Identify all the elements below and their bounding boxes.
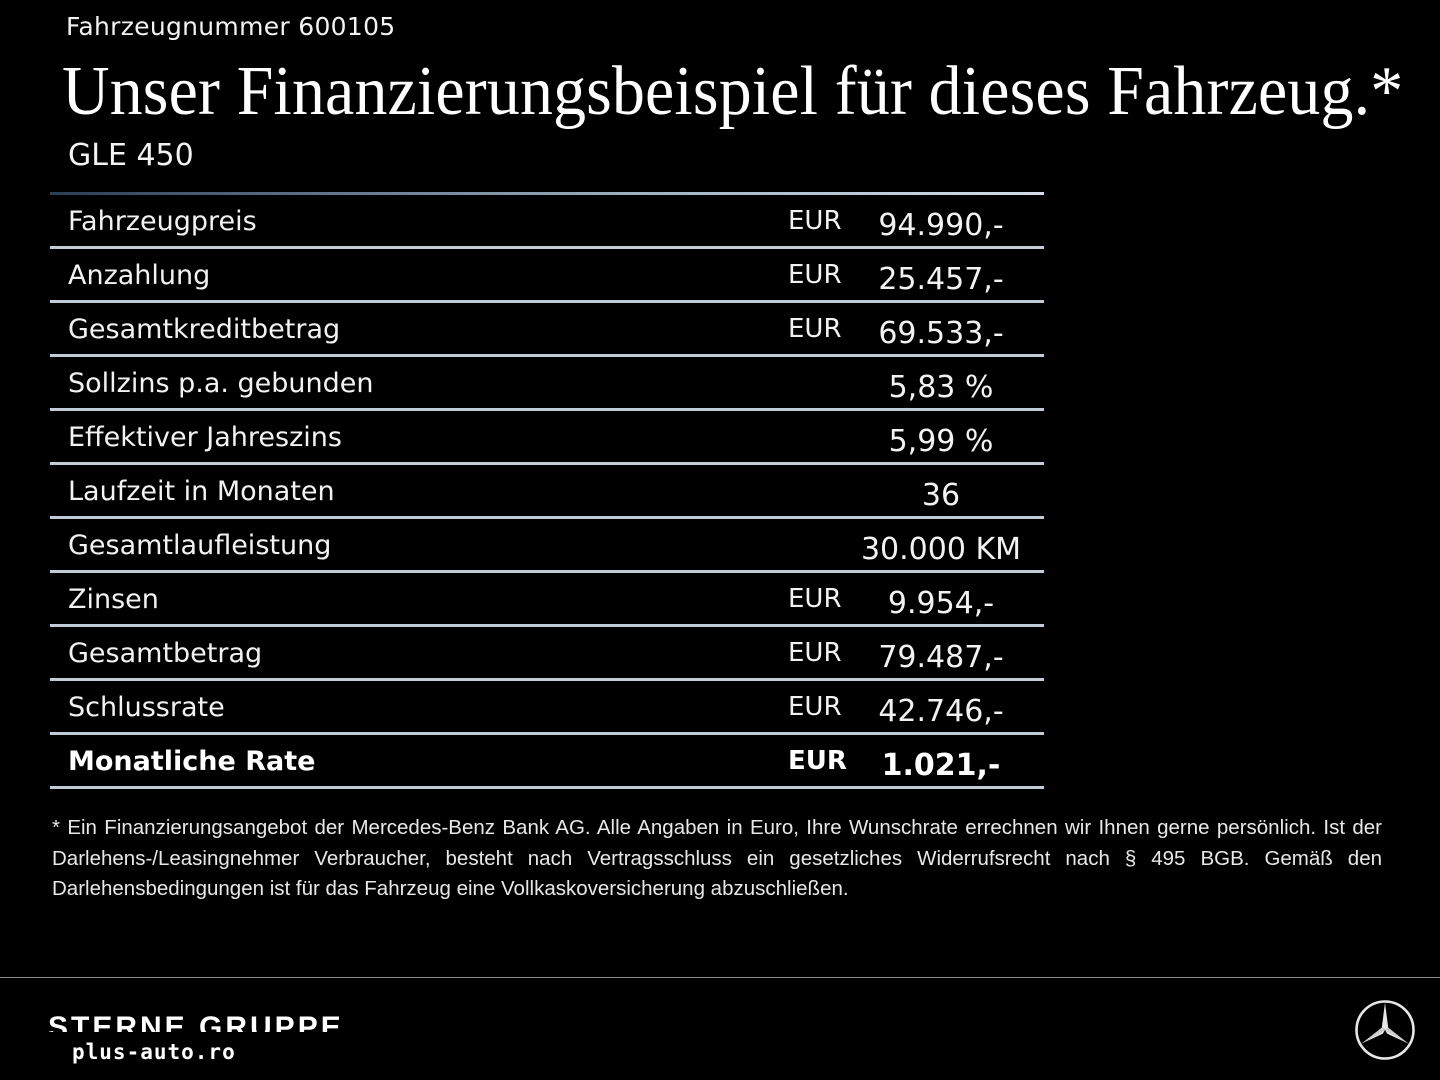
vehicle-number: Fahrzeugnummer 600105 — [66, 12, 396, 41]
row-value: 5,99 % — [888, 424, 994, 459]
row-label: Effektiver Jahreszins — [68, 422, 342, 453]
row-value: 9.954,- — [887, 586, 995, 621]
row-label: Fahrzeugpreis — [68, 206, 257, 237]
row-value: 1.021,- — [881, 748, 1001, 783]
row-currency: EUR — [788, 638, 842, 668]
row-value: 5,83 % — [888, 370, 994, 405]
row-label: Gesamtkreditbetrag — [68, 314, 341, 345]
row-label: Monatliche Rate — [68, 746, 316, 777]
row-label: Gesamtbetrag — [68, 638, 263, 669]
table-row: Schlussrate EUR 42.746,- — [50, 681, 1044, 735]
watermark-url: plus-auto.ro — [72, 1040, 236, 1064]
mercedes-star-icon — [1355, 1000, 1415, 1060]
table-row: Gesamtlaufleistung 30.000 KM — [50, 519, 1044, 573]
financing-table: Fahrzeugpreis EUR 94.990,- Anzahlung EUR… — [50, 192, 1044, 789]
row-currency: EUR — [788, 746, 847, 776]
table-top-rule — [50, 192, 1044, 195]
row-value: 94.990,- — [878, 208, 1004, 243]
brand-logo-text: STERNE GRUPPE — [48, 1011, 344, 1032]
row-currency: EUR — [788, 584, 842, 614]
table-row: Zinsen EUR 9.954,- — [50, 573, 1044, 627]
table-row: Sollzins p.a. gebunden 5,83 % — [50, 357, 1044, 411]
row-value: 69.533,- — [878, 316, 1004, 351]
model-name: GLE 450 — [68, 138, 194, 173]
table-row: Fahrzeugpreis EUR 94.990,- — [50, 195, 1044, 249]
table-row: Gesamtbetrag EUR 79.487,- — [50, 627, 1044, 681]
row-currency: EUR — [788, 692, 842, 722]
table-row: Laufzeit in Monaten 36 — [50, 465, 1044, 519]
table-row-monthly-rate: Monatliche Rate EUR 1.021,- — [50, 735, 1044, 789]
row-value: 42.746,- — [878, 694, 1004, 729]
table-row: Anzahlung EUR 25.457,- — [50, 249, 1044, 303]
row-value: 79.487,- — [878, 640, 1004, 675]
row-currency: EUR — [788, 314, 842, 344]
row-value: 25.457,- — [878, 262, 1004, 297]
footer-divider — [0, 977, 1440, 978]
table-row: Gesamtkreditbetrag EUR 69.533,- — [50, 303, 1044, 357]
row-label: Gesamtlaufleistung — [68, 530, 332, 561]
row-label: Anzahlung — [68, 260, 211, 291]
row-value: 30.000 KM — [860, 532, 1022, 567]
row-currency: EUR — [788, 206, 842, 236]
row-label: Zinsen — [68, 584, 159, 615]
row-currency: EUR — [788, 260, 842, 290]
legal-footnote: * Ein Finanzierungsangebot der Mercedes-… — [52, 816, 1382, 900]
page-title: Unser Finanzierungsbeispiel für dieses F… — [62, 53, 1404, 130]
row-label: Schlussrate — [68, 692, 225, 723]
row-label: Laufzeit in Monaten — [68, 476, 335, 507]
row-value: 36 — [921, 478, 961, 513]
table-row: Effektiver Jahreszins 5,99 % — [50, 411, 1044, 465]
row-label: Sollzins p.a. gebunden — [68, 368, 374, 399]
